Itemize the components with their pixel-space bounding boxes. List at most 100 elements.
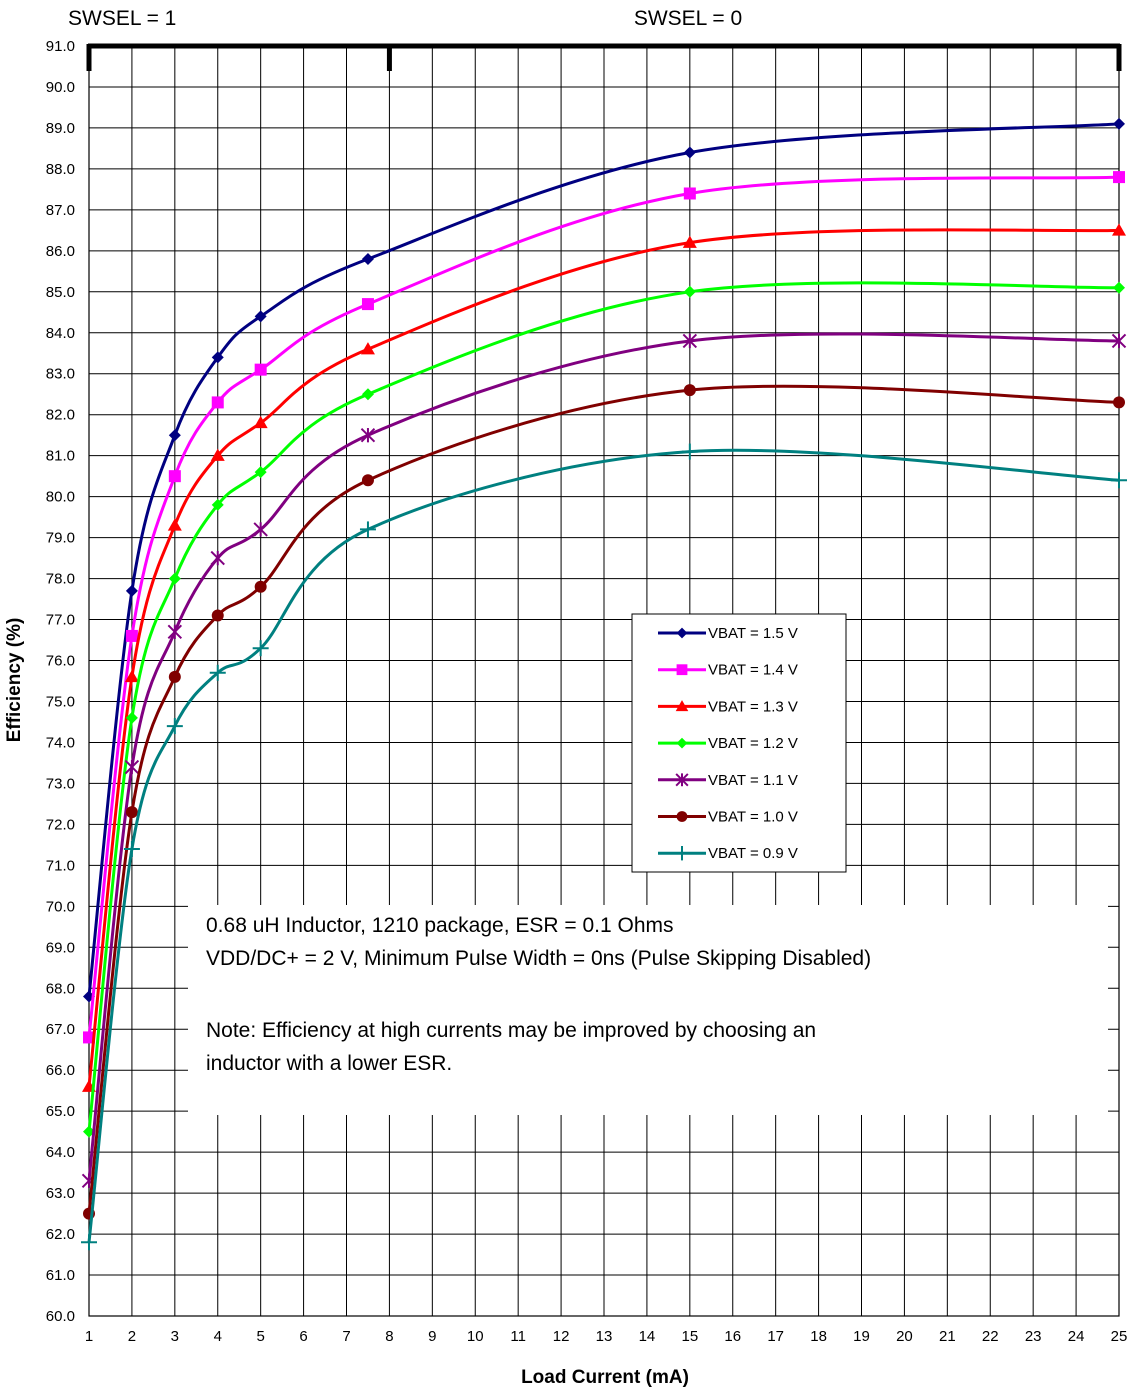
y-tick-label: 67.0: [46, 1021, 75, 1038]
data-point: [676, 811, 688, 822]
y-tick-label: 81.0: [46, 448, 75, 465]
x-tick-label: 1: [85, 1328, 93, 1345]
x-tick-label: 8: [385, 1328, 393, 1345]
series-11-line: [81, 332, 1127, 1189]
data-point: [254, 310, 267, 323]
x-tick-label: 17: [767, 1328, 784, 1345]
data-point: [210, 550, 225, 566]
y-axis-title: Efficiency (%): [4, 618, 25, 743]
data-point: [1111, 333, 1127, 349]
data-point: [166, 718, 183, 735]
data-point: [361, 298, 374, 311]
y-tick-label: 64.0: [46, 1144, 75, 1161]
y-tick-label: 78.0: [46, 571, 75, 588]
y-tick-label: 79.0: [46, 530, 75, 547]
legend-label: VBAT = 1.2 V: [708, 735, 798, 752]
y-tick-label: 73.0: [46, 775, 75, 792]
legend-label: VBAT = 0.9 V: [708, 845, 798, 862]
y-tick-label: 87.0: [46, 202, 75, 219]
legend: VBAT = 1.5 V VBAT = 1.4 V VBAT = 1.3 V VBAT…: [631, 613, 847, 873]
legend-item: VBAT = 1.0 V: [658, 809, 798, 826]
data-point: [676, 664, 688, 676]
legend-label: VBAT = 1.1 V: [708, 772, 798, 789]
x-tick-label: 2: [128, 1328, 136, 1345]
y-tick-label: 71.0: [46, 857, 75, 874]
note-note-line3: Note: Efficiency at high currents may be…: [206, 1019, 816, 1042]
data-point: [124, 669, 139, 683]
data-point: [253, 415, 268, 429]
data-point: [167, 624, 183, 640]
data-point: [168, 429, 181, 442]
data-point: [683, 285, 696, 298]
y-tick-label: 60.0: [46, 1308, 75, 1325]
data-point: [125, 806, 138, 819]
data-point: [359, 521, 376, 538]
data-point: [674, 846, 690, 861]
x-tick-label: 12: [553, 1328, 570, 1345]
data-point: [211, 396, 224, 409]
data-point: [125, 629, 138, 642]
data-point: [168, 670, 181, 683]
legend-label: VBAT = 1.3 V: [708, 698, 798, 715]
data-point: [682, 333, 698, 349]
x-tick-label: 5: [256, 1328, 264, 1345]
data-point: [211, 351, 224, 364]
note-note-line4: inductor with a lower ESR.: [206, 1052, 452, 1075]
data-point: [361, 253, 374, 266]
legend-label: VBAT = 1.4 V: [708, 662, 798, 679]
legend-item: VBAT = 0.9 V: [658, 845, 798, 862]
data-point: [168, 470, 181, 483]
series-layer: [81, 117, 1127, 1251]
x-tick-label: 20: [896, 1328, 913, 1345]
y-tick-label: 75.0: [46, 693, 75, 710]
data-point: [1112, 223, 1126, 236]
legend-item: VBAT = 1.5 V: [658, 625, 798, 642]
x-tick-label: 6: [299, 1328, 307, 1345]
x-tick-label: 9: [428, 1328, 436, 1345]
data-point: [1113, 281, 1125, 294]
legend-item: VBAT = 1.3 V: [658, 698, 798, 715]
data-point: [168, 572, 181, 585]
x-tick-label: 16: [724, 1328, 741, 1345]
data-point: [361, 388, 374, 401]
data-point: [254, 363, 267, 376]
data-point: [123, 840, 140, 857]
data-point: [209, 664, 226, 681]
x-tick-label: 3: [171, 1328, 179, 1345]
y-tick-label: 85.0: [46, 284, 75, 301]
y-tick-label: 70.0: [46, 898, 75, 915]
x-tick-label: 23: [1025, 1328, 1042, 1345]
x-tick-label: 10: [467, 1328, 484, 1345]
x-tick-label: 4: [214, 1328, 222, 1345]
x-tick-label: 21: [939, 1328, 956, 1345]
y-tick-label: 65.0: [46, 1103, 75, 1120]
series-13-line: [82, 223, 1126, 1092]
x-tick-label: 13: [596, 1328, 613, 1345]
y-tick-label: 63.0: [46, 1185, 75, 1202]
swsel-bracket: SWSEL = 1 SWSEL = 0: [68, 7, 1122, 71]
series-14-line: [83, 171, 1125, 1044]
data-point: [253, 522, 268, 537]
legend-label: VBAT = 1.5 V: [708, 625, 798, 642]
data-point: [675, 700, 689, 712]
note-background: [188, 905, 1108, 1115]
y-tick-label: 83.0: [46, 366, 75, 383]
data-point: [83, 1031, 95, 1044]
data-point: [254, 466, 267, 479]
x-tick-label: 24: [1068, 1328, 1085, 1345]
y-tick-label: 91.0: [46, 38, 75, 55]
data-point: [1113, 117, 1125, 130]
data-point: [676, 737, 688, 749]
data-point: [211, 498, 224, 511]
y-tick-label: 84.0: [46, 325, 75, 342]
swsel-right-label: SWSEL = 0: [634, 7, 742, 30]
x-tick-label: 22: [982, 1328, 999, 1345]
data-point: [360, 427, 376, 443]
data-point: [1113, 171, 1125, 184]
y-tick-label: 82.0: [46, 407, 75, 424]
x-tick-label: 11: [510, 1328, 526, 1345]
data-point: [125, 584, 138, 597]
data-point: [252, 640, 269, 657]
y-tick-label: 72.0: [46, 816, 75, 833]
